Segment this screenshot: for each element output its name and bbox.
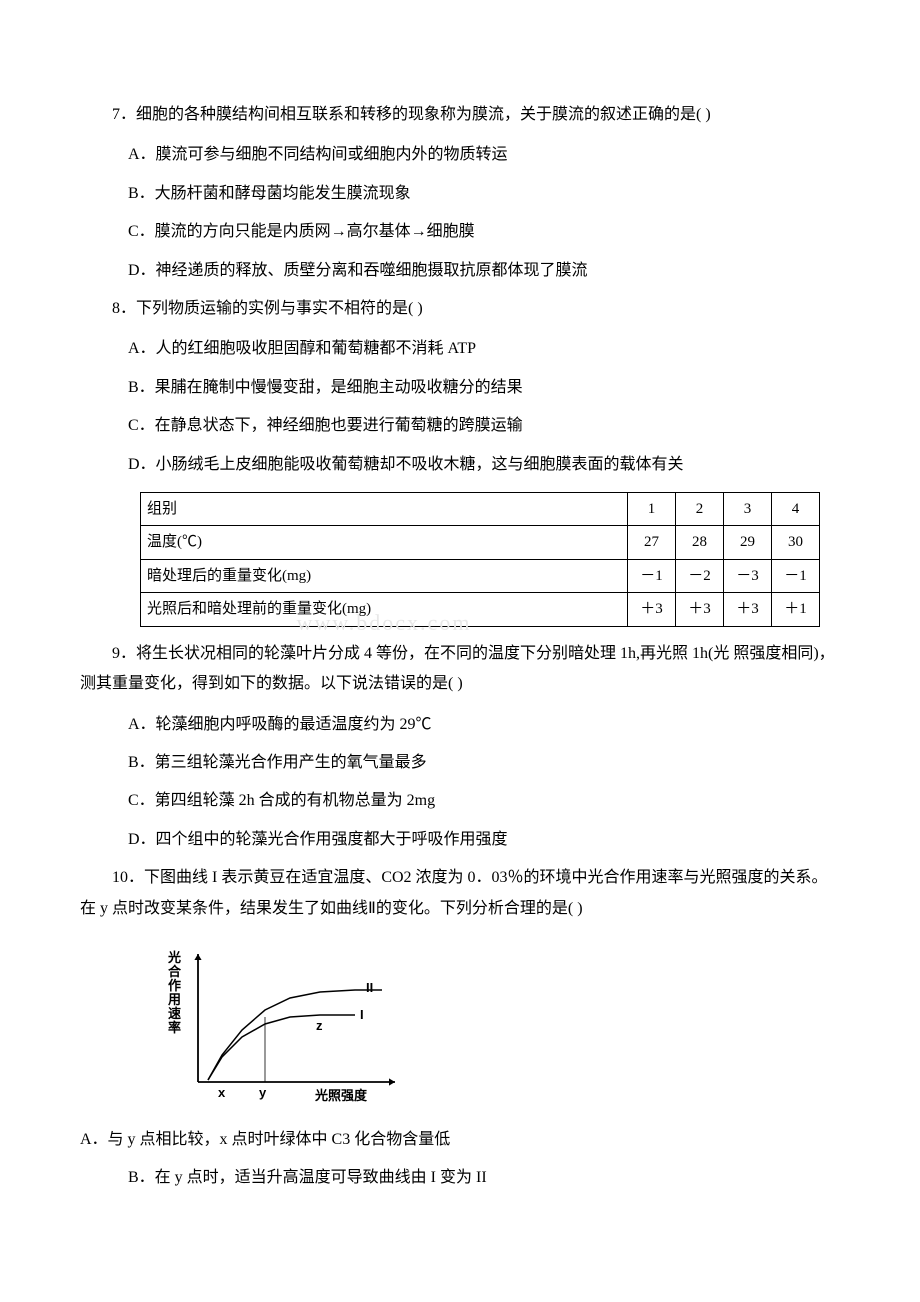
q9-option-d: D．四个组中的轮藻光合作用强度都大于呼吸作用强度 — [80, 825, 840, 855]
table-cell: ＋1 — [772, 593, 820, 627]
q7-option-d: D．神经递质的释放、质壁分离和吞噬细胞摄取抗原都体现了膜流 — [80, 256, 840, 286]
table-cell: 29 — [724, 526, 772, 560]
table-cell: 2 — [676, 492, 724, 526]
svg-text:II: II — [366, 980, 373, 995]
svg-text:x: x — [218, 1085, 226, 1100]
table-cell-text: 光照后和暗处理前的重量变化(mg) — [147, 601, 371, 617]
q7-option-a: A．膜流可参与细胞不同结构间或细胞内外的物质转运 — [80, 140, 840, 170]
q10-option-a: A．与 y 点相比较，x 点时叶绿体中 C3 化合物含量低 — [80, 1125, 840, 1155]
table-cell-label: 组别 — [141, 492, 628, 526]
table-cell: 28 — [676, 526, 724, 560]
svg-text:光照强度: 光照强度 — [314, 1088, 368, 1103]
q9-option-b: B．第三组轮藻光合作用产生的氧气量最多 — [80, 748, 840, 778]
q7-text: 7．细胞的各种膜结构间相互联系和转移的现象称为膜流，关于膜流的叙述正确的是( ) — [80, 100, 840, 130]
table-cell-label: 光照后和暗处理前的重量变化(mg) www.bdocx.com — [141, 593, 628, 627]
q9-option-c: C．第四组轮藻 2h 合成的有机物总量为 2mg — [80, 786, 840, 816]
table-row: 温度(℃) 27 28 29 30 — [141, 526, 820, 560]
svg-text:y: y — [259, 1085, 267, 1100]
table-cell: ＋3 — [676, 593, 724, 627]
table-cell: 30 — [772, 526, 820, 560]
table-cell: 1 — [628, 492, 676, 526]
table-row: 光照后和暗处理前的重量变化(mg) www.bdocx.com ＋3 ＋3 ＋3… — [141, 593, 820, 627]
table-cell: －1 — [772, 559, 820, 593]
q10-chart: IIIxyz光合作用速率光照强度 — [150, 942, 410, 1107]
q8-option-d: D．小肠绒毛上皮细胞能吸收葡萄糖却不吸收木糖，这与细胞膜表面的载体有关 — [80, 450, 840, 480]
q8-option-a: A．人的红细胞吸收胆固醇和葡萄糖都不消耗 ATP — [80, 334, 840, 364]
table-row: 组别 1 2 3 4 — [141, 492, 820, 526]
q7-option-b: B．大肠杆菌和酵母菌均能发生膜流现象 — [80, 179, 840, 209]
svg-text:z: z — [316, 1018, 323, 1033]
q8-option-b: B．果脯在腌制中慢慢变甜，是细胞主动吸收糖分的结果 — [80, 373, 840, 403]
table-cell: －2 — [676, 559, 724, 593]
svg-text:光合作用速率: 光合作用速率 — [167, 950, 182, 1035]
q8-option-c: C．在静息状态下，神经细胞也要进行葡萄糖的跨膜运输 — [80, 411, 840, 441]
q10-text: 10．下图曲线 I 表示黄豆在适宜温度、CO2 浓度为 0．03％的环境中光合作… — [80, 863, 840, 924]
table-cell: 27 — [628, 526, 676, 560]
table-cell: 4 — [772, 492, 820, 526]
table-row: 暗处理后的重量变化(mg) －1 －2 －3 －1 — [141, 559, 820, 593]
table-cell: 3 — [724, 492, 772, 526]
table-cell: －3 — [724, 559, 772, 593]
table-cell-label: 暗处理后的重量变化(mg) — [141, 559, 628, 593]
q10-option-b: B．在 y 点时，适当升高温度可导致曲线由 I 变为 II — [80, 1163, 840, 1193]
table-cell: －1 — [628, 559, 676, 593]
svg-text:I: I — [360, 1007, 364, 1022]
chart-svg: IIIxyz光合作用速率光照强度 — [150, 942, 410, 1107]
q9-option-a: A．轮藻细胞内呼吸酶的最适温度约为 29℃ — [80, 710, 840, 740]
table-cell: ＋3 — [628, 593, 676, 627]
q7-option-c: C．膜流的方向只能是内质网→高尔基体→细胞膜 — [80, 217, 840, 247]
table-cell: ＋3 — [724, 593, 772, 627]
q9-text: 9．将生长状况相同的轮藻叶片分成 4 等份，在不同的温度下分别暗处理 1h,再光… — [80, 639, 840, 700]
q8-text: 8．下列物质运输的实例与事实不相符的是( ) — [80, 294, 840, 324]
table-cell-label: 温度(℃) — [141, 526, 628, 560]
data-table: 组别 1 2 3 4 温度(℃) 27 28 29 30 暗处理后的重量变化(m… — [140, 492, 820, 627]
